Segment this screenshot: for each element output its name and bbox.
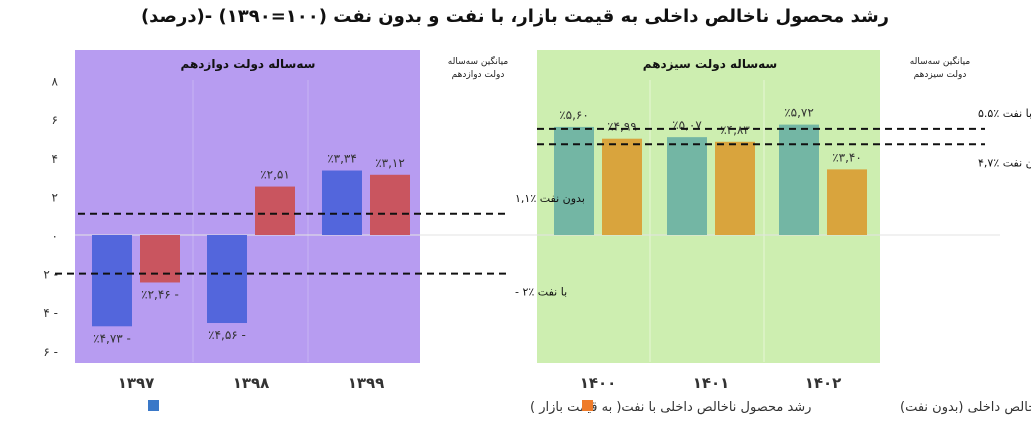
data-label: ٪۴,۵۶ - [208,328,246,342]
chart-title: رشد محصول ناخالص داخلی به قیمت بازار، با… [141,6,889,27]
category-label: ۱۳۹۷ [118,374,155,392]
legend-label-with-oil: رشد محصول ناخالص داخلی با نفت( به قیمت ب… [530,400,811,415]
y-tick-label: ۸ [52,75,59,89]
bar-without-oil-1 [255,186,295,235]
bar-with-oil-5 [779,124,819,235]
bar-with-oil-1 [207,235,247,324]
y-tick-label: ۰ [52,229,58,243]
avg-label-13th-without-oil: بدون نفت ٪۴,۷ [978,156,1031,169]
data-label: ٪۲,۵۱ [260,168,290,182]
data-label: ٪۵,۷۲ [784,106,814,120]
data-label: ٪۴,۹۹ [607,120,637,134]
avg-label-12th-without-oil: بدون نفت ٪۱,۱ [515,192,585,205]
data-label: ٪۳,۱۲ [375,156,405,170]
category-label: ۱۳۹۸ [233,374,270,392]
y-tick-label: ۶ - [43,345,58,359]
bar-with-oil-3 [554,126,594,235]
avg-label-13th-with-oil: با نفت ٪۵.۵ [978,107,1031,120]
panel-bg-13th-govt [537,50,880,363]
y-tick-label: ۴ [52,152,58,166]
bar-without-oil-2 [370,174,410,235]
bar-with-oil-2 [322,170,362,235]
avg-header-0: میانگین سه‌ساله دولت دوازدهم [448,55,509,80]
category-label: ۱۴۰۱ [693,374,730,392]
category-label: ۱۳۹۹ [348,374,385,392]
avg-label-12th-with-oil: با نفت ٪۲ - [515,286,567,299]
y-tick-label: ۲ [52,190,58,204]
data-label: ٪۳,۴۰ [832,150,862,164]
avg-header-1: میانگین سه‌ساله دولت سیزدهم [910,55,971,80]
bar-with-oil-0 [92,235,132,327]
category-label: ۱۴۰۰ [580,374,617,392]
bar-without-oil-4 [715,141,755,235]
category-label: ۱۴۰۲ [805,374,842,392]
y-tick-label: ۲ - [43,268,58,282]
bar-with-oil-4 [667,137,707,235]
data-label: ٪۴,۷۳ - [93,331,131,345]
data-label: ٪۳,۳۴ [327,152,357,166]
bar-without-oil-0 [140,235,180,283]
panel-bg-12th-govt [75,50,420,363]
panel-title-13th-govt: سه‌ساله دولت سیزدهم [643,57,777,72]
data-label: ٪۵,۰۷ [672,118,702,132]
legend-label-without-oil: رشد محصول ناخالص داخلی (بدون نفت) [900,400,1031,415]
legend-swatch-with-oil [148,400,159,411]
y-tick-label: ۶ [52,113,58,127]
legend-swatch-without-oil [582,400,593,411]
panel-title-12th-govt: سه‌ساله دولت دوازدهم [181,57,316,72]
data-label: ٪۲,۴۶ - [141,287,179,301]
data-label: ٪۵,۶۰ [559,108,589,122]
y-tick-label: ۴ - [43,306,58,320]
bar-without-oil-5 [827,169,867,235]
bar-without-oil-3 [602,138,642,235]
